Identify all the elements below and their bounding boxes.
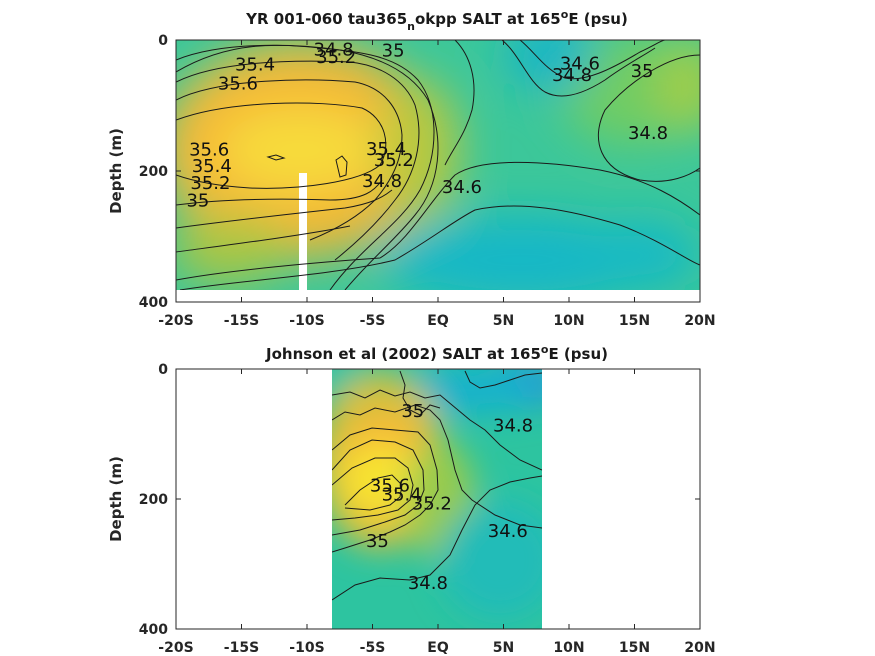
bottom-y-axis: 0 200 400 — [139, 362, 700, 638]
x-tick-label: -10S — [289, 640, 324, 656]
x-tick-label: 10N — [553, 640, 584, 656]
x-tick-label: 10N — [553, 313, 584, 329]
contour-label: 35 — [382, 41, 405, 62]
top-title: YR 001-060 tau365nokpp SALT at 165oE (ps… — [245, 8, 628, 33]
contour-label: 35.6 — [370, 476, 410, 497]
top-salinity-field — [176, 40, 700, 290]
contour-label: 35.6 — [218, 73, 258, 94]
x-tick-label: 5N — [493, 640, 514, 656]
x-tick-label: EQ — [427, 640, 449, 656]
contour-label: 35.2 — [316, 47, 356, 68]
contour-label: 35.4 — [192, 156, 232, 177]
bottom-y-axis-label: Depth (m) — [107, 456, 125, 542]
contour-label: 35.2 — [374, 150, 414, 171]
contour-label: 35.4 — [382, 485, 422, 506]
x-tick-label: -15S — [224, 313, 259, 329]
top-panel: YR 001-060 tau365nokpp SALT at 165oE (ps… — [107, 8, 716, 329]
x-tick-label: 20N — [684, 313, 715, 329]
x-tick-label: -5S — [360, 313, 386, 329]
contour-label: 35 — [186, 191, 209, 212]
contour-label: 35.4 — [366, 139, 406, 160]
x-tick-label: -5S — [360, 640, 386, 656]
top-y-axis-label: Depth (m) — [107, 128, 125, 214]
contour-label: 34.8 — [628, 123, 668, 144]
x-tick-label: 20N — [684, 640, 715, 656]
x-tick-label: -20S — [158, 640, 193, 656]
contour-label: 34.8 — [362, 171, 402, 192]
bottom-contour-labels: 35 34.8 35.635.435.2 34.6 35 34.8 — [366, 401, 533, 594]
x-tick-label: -15S — [224, 640, 259, 656]
x-tick-label: 15N — [619, 640, 650, 656]
y-tick-label: 0 — [158, 33, 168, 49]
x-tick-label: 15N — [619, 313, 650, 329]
contour-label: 35.2 — [190, 173, 230, 194]
y-tick-label: 200 — [139, 492, 168, 508]
x-tick-label: EQ — [427, 313, 449, 329]
y-tick-label: 0 — [158, 362, 168, 378]
contour-label: 34.6 — [560, 54, 600, 75]
bottom-contour-lines — [332, 370, 542, 601]
x-tick-label: -20S — [158, 313, 193, 329]
top-y-axis: 0 200 400 — [139, 33, 700, 311]
contour-label: 34.6 — [488, 521, 528, 542]
contour-label: 35.6 — [189, 139, 229, 160]
bottom-x-axis: -20S -15S -10S -5S EQ 5N 10N 15N 20N — [158, 369, 716, 656]
top-missing-column — [299, 173, 307, 290]
x-tick-label: -10S — [289, 313, 324, 329]
contour-label: 34.6 — [442, 177, 482, 198]
contour-label: 34.8 — [314, 39, 354, 60]
contour-label: 35 — [366, 531, 389, 552]
contour-label: 35 — [631, 61, 654, 82]
top-x-axis: -20S -15S -10S -5S EQ 5N 10N 15N 20N — [158, 40, 716, 329]
y-tick-label: 400 — [139, 622, 168, 638]
contour-label: 35 — [401, 401, 424, 422]
contour-label: 35.2 — [412, 494, 452, 515]
bottom-title: Johnson et al (2002) SALT at 165oE (psu) — [265, 343, 608, 363]
y-tick-label: 200 — [139, 164, 168, 180]
top-contour-lines — [176, 40, 700, 290]
contour-label: 34.8 — [493, 416, 533, 437]
contour-label: 34.8 — [552, 65, 592, 86]
bottom-panel: Johnson et al (2002) SALT at 165oE (psu) — [107, 343, 716, 656]
contour-label: 35.4 — [235, 54, 275, 75]
contour-label: 34.8 — [408, 573, 448, 594]
x-tick-label: 5N — [493, 313, 514, 329]
y-tick-label: 400 — [139, 295, 168, 311]
